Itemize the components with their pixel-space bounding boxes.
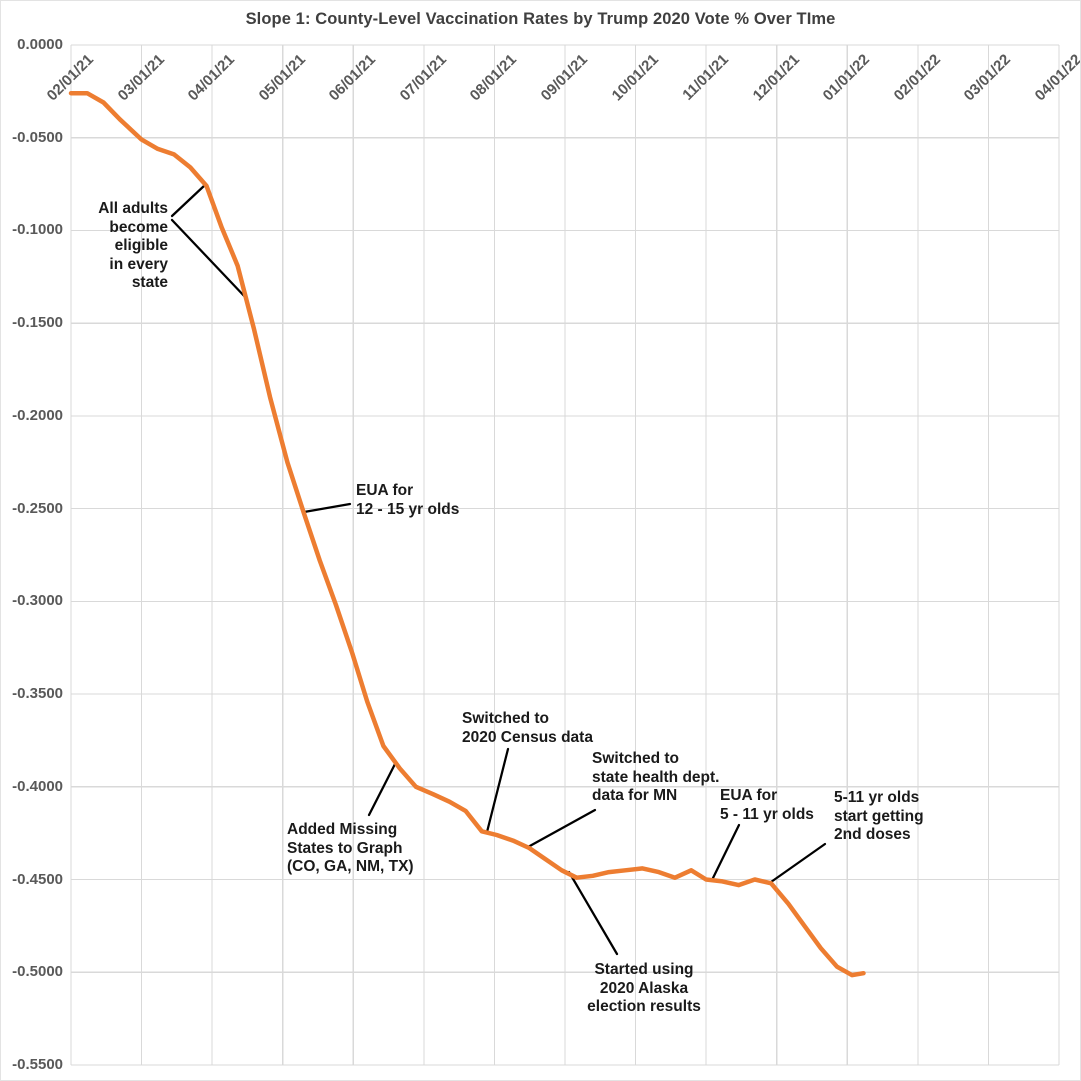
leader-line-switched-2020-census [485,747,510,834]
y-tick-label: -0.1500 [12,314,63,332]
annotation-line: Switched to [462,710,549,727]
annotation-eua-5-11: EUA for 5 - 11 yr olds [720,787,814,824]
y-tick-label: 0.0000 [17,36,63,53]
annotation-line: Switched to [592,750,679,767]
leader-line-added-missing-states [367,762,397,817]
annotation-line: 5-11 yr olds [834,789,920,806]
annotation-line: election results [587,998,701,1015]
annotation-alaska-election-results: Started using 2020 Alaska election results [529,961,759,1017]
annotation-line: data for MN [592,787,678,804]
series-line [68,90,866,978]
annotation-switched-2020-census: Switched to 2020 Census data [462,710,593,747]
leader-line-alaska-election-results [567,870,619,956]
leader-line-eua-5-11 [711,823,741,880]
leader-line-all-adults-eligible [170,183,207,218]
annotation-line: EUA for [356,482,414,499]
annotation-line: States to Graph [287,839,403,857]
annotation-line: state health dept. [592,768,720,786]
annotation-line: 2020 Alaska [599,979,689,997]
annotation-added-missing-states: Added Missing States to Graph (CO, GA, NM,… [287,821,414,877]
annotation-line: state [131,274,168,291]
y-tick-label: -0.3500 [12,685,63,703]
annotation-line: become [109,218,168,236]
y-tick-label: -0.4000 [12,777,63,795]
annotation-eua-12-15: EUA for 12 - 15 yr olds [356,482,459,519]
annotation-switched-mn-health-dept: Switched to state health dept. data for MN [592,750,719,806]
leader-line-eua-12-15 [302,502,352,514]
y-tick-label: -0.4500 [12,870,63,888]
leader-line-second-doses-5-11 [769,842,827,884]
annotation-line: EUA for [720,787,778,804]
annotation-second-doses-5-11: 5-11 yr olds start getting 2nd doses [834,789,924,845]
leader-line-all-adults-eligible [170,218,249,301]
annotation-line: (CO, GA, NM, TX) [287,858,414,875]
annotation-line: 5 - 11 yr olds [720,805,814,823]
annotation-line: All adults [98,200,168,217]
annotation-line: 12 - 15 yr olds [356,500,460,518]
annotation-line: eligible [114,237,168,254]
y-tick-label: -0.2500 [12,499,63,517]
gridlines [70,44,1060,1066]
annotation-line: Started using [594,961,694,978]
leader-line-switched-mn-health-dept [526,808,597,849]
chart-title: Slope 1: County-Level Vaccination Rates … [245,10,836,28]
annotation-line: 2020 Census data [462,728,593,746]
annotation-line: in every [109,255,168,273]
y-tick-label: -0.0500 [12,128,63,146]
y-tick-label: -0.3000 [12,592,63,610]
y-tick-label: -0.2000 [12,406,63,424]
annotation-line: Added Missing [287,821,398,838]
y-tick-label: -0.5000 [12,963,63,981]
annotation-line: 2nd doses [834,826,911,843]
annotation-line: start getting [834,807,924,825]
y-tick-label: -0.1000 [12,221,63,239]
y-tick-label: -0.5500 [12,1056,63,1073]
annotation-leader-lines [170,183,827,956]
annotation-all-adults-eligible: All adults become eligible in every state [1,200,168,293]
